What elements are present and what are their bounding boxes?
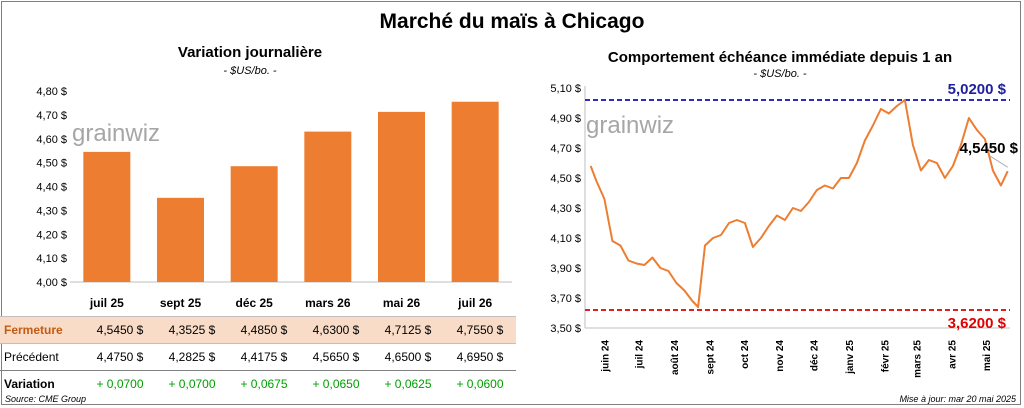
table-cell: + 0,0650 (312, 377, 360, 391)
x-tick-label: août 24 (670, 340, 681, 375)
x-tick-label: mars 26 (305, 296, 351, 310)
x-tick-label: sept 25 (160, 296, 202, 310)
row-label: Fermeture (4, 323, 63, 337)
table-cell: + 0,0625 (384, 377, 432, 391)
right-chart-title: Comportement échéance immédiate depuis 1… (607, 49, 953, 66)
bar (230, 166, 278, 282)
y-tick-label: 4,70 $ (36, 110, 67, 122)
table-row-variation: Variation + 0,0700 + 0,0700 + 0,0675 + 0… (0, 370, 516, 398)
y-tick-label: 4,50 $ (36, 158, 67, 170)
y-tick-label: 5,10 $ (550, 83, 581, 95)
table-cell: + 0,0600 (456, 377, 504, 391)
y-tick-label: 4,10 $ (36, 253, 67, 265)
main-title: Marché du maïs à Chicago (379, 10, 645, 33)
update-note: Mise à jour: mar 20 mai 2025 (899, 394, 1016, 404)
y-tick-label: 4,40 $ (36, 182, 67, 194)
x-tick-label: mai 26 (383, 296, 421, 310)
bar (157, 197, 204, 282)
last-value-label: 4,5450 $ (960, 140, 1019, 157)
left-chart-title: Variation journalière (177, 44, 323, 61)
y-tick-label: 3,50 $ (550, 323, 581, 335)
x-tick-label: juin 24 (600, 340, 611, 373)
price-line (589, 99, 1009, 308)
table-row-fermeture: Fermeture 4,5450 $ 4,3525 $ 4,4850 $ 4,6… (0, 316, 516, 344)
y-tick-label: 4,70 $ (550, 143, 581, 155)
x-tick-label: sept 24 (706, 340, 717, 375)
x-tick-label: janv 25 (845, 340, 856, 375)
x-tick-label: avr 25 (948, 340, 959, 369)
table-cell: 4,4175 $ (240, 350, 288, 364)
table-cell: 4,6300 $ (312, 323, 360, 337)
y-tick-label: 4,20 $ (36, 229, 67, 241)
bar-chart: grainwiz 4,00 $ 4,10 $ 4,20 $ 4,30 $ 4,40 $ 4… (36, 86, 512, 310)
y-tick-label: 4,00 $ (36, 277, 67, 289)
last-leader-line (989, 155, 1008, 168)
right-chart-unit: - $US/bo. - (753, 68, 807, 80)
x-tick-label: déc 25 (235, 296, 273, 310)
x-tick-label: déc 24 (809, 340, 820, 372)
bar (451, 101, 499, 283)
table-cell: + 0,0675 (240, 377, 288, 391)
bar (304, 131, 352, 282)
low-label: 3,6200 $ (948, 315, 1007, 332)
x-tick-label: nov 24 (775, 340, 786, 372)
y-tick-label: 4,50 $ (550, 173, 581, 185)
table-cell: 4,5650 $ (312, 350, 360, 364)
table-cell: 4,7125 $ (384, 323, 432, 337)
table-cell: + 0,0700 (96, 377, 144, 391)
x-tick-label: juil 26 (457, 296, 492, 310)
y-tick-label: 4,30 $ (36, 205, 67, 217)
bar (83, 151, 131, 282)
y-tick-label: 4,30 $ (550, 203, 581, 215)
table-cell: 4,6950 $ (456, 350, 504, 364)
source-note: Source: CME Group (5, 394, 87, 404)
y-tick-label: 3,90 $ (550, 263, 581, 275)
x-tick-label: oct 24 (740, 340, 751, 369)
table-cell: 4,4850 $ (240, 323, 288, 337)
table-row-precedent: Précédent 4,4750 $ 4,2825 $ 4,4175 $ 4,5… (0, 344, 516, 371)
y-tick-label: 4,60 $ (36, 134, 67, 146)
table-cell: 4,4750 $ (96, 350, 144, 364)
row-label: Variation (4, 377, 55, 391)
left-chart-unit: - $US/bo. - (223, 65, 277, 77)
x-tick-label: juil 24 (635, 340, 646, 370)
x-tick-label: mai 25 (982, 340, 993, 372)
y-tick-label: 4,80 $ (36, 86, 67, 98)
table-cell: 4,5450 $ (96, 323, 144, 337)
table-cell: 4,3525 $ (168, 323, 216, 337)
price-table: Fermeture 4,5450 $ 4,3525 $ 4,4850 $ 4,6… (0, 316, 516, 397)
table-cell: 4,2825 $ (168, 350, 216, 364)
row-label: Précédent (4, 350, 59, 364)
high-label: 5,0200 $ (948, 81, 1007, 98)
y-tick-label: 4,10 $ (550, 233, 581, 245)
x-tick-label: févr 25 (880, 340, 891, 373)
x-tick-label: juil 25 (89, 296, 124, 310)
table-cell: + 0,0700 (168, 377, 216, 391)
left-watermark: grainwiz (72, 120, 160, 147)
table-cell: 4,6500 $ (384, 350, 432, 364)
x-tick-label: mars 25 (912, 340, 923, 378)
y-tick-label: 3,70 $ (550, 293, 581, 305)
table-cell: 4,7550 $ (456, 323, 504, 337)
right-watermark: grainwiz (586, 112, 674, 139)
bar (378, 111, 425, 282)
line-chart: grainwiz 3,50 $ 3,70 $ 3,90 $ 4,10 $ 4,30 $ 4… (550, 81, 1018, 378)
y-tick-label: 4,90 $ (550, 113, 581, 125)
